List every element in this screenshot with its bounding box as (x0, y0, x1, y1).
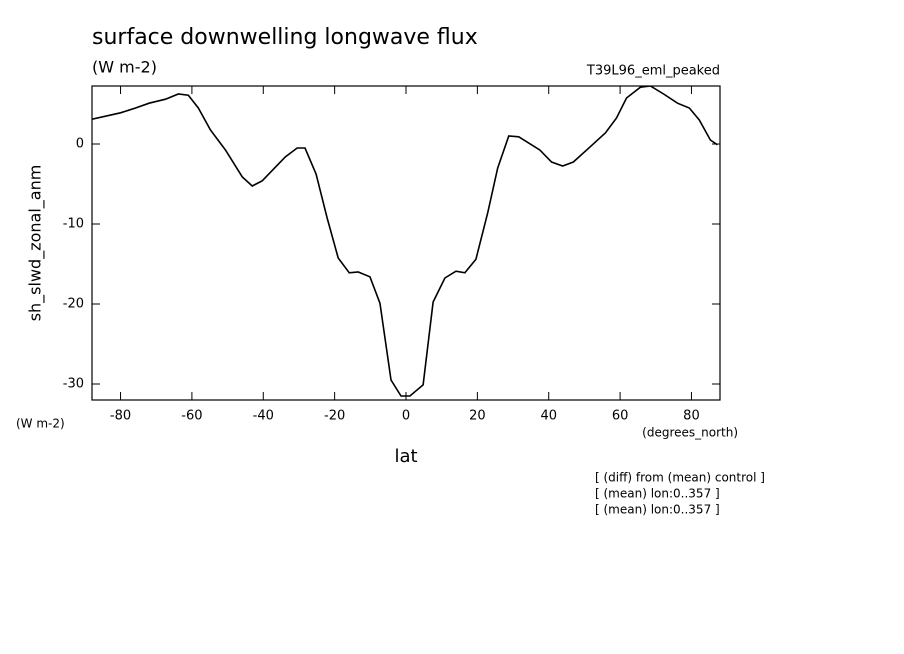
y-tick-label: -30 (63, 377, 84, 392)
x-tick-label: 40 (540, 409, 557, 424)
x-tick-label: -40 (253, 409, 274, 424)
y-tick-label: -10 (63, 217, 84, 232)
x-tick-label: 0 (402, 409, 410, 424)
data-line (92, 86, 718, 397)
x-tick-label: -60 (181, 409, 202, 424)
x-units: (degrees_north) (642, 426, 738, 440)
note: [ (mean) lon:0..357 ] (595, 487, 720, 501)
x-tick-label: 60 (612, 409, 629, 424)
chart-title: surface downwelling longwave flux (92, 25, 478, 50)
x-tick-label: 20 (469, 409, 486, 424)
note: [ (diff) from (mean) control ] (595, 471, 765, 485)
dataset-label: T39L96_eml_peaked (586, 64, 720, 79)
y-units: (W m-2) (16, 417, 65, 431)
chart-subtitle: (W m-2) (92, 58, 157, 77)
y-tick-label: 0 (76, 137, 84, 152)
x-axis-label: lat (394, 446, 417, 467)
plot-frame (91, 85, 721, 401)
y-axis-label: sh_slwd_zonal_anm (26, 165, 46, 322)
x-tick-label: -20 (324, 409, 345, 424)
note: [ (mean) lon:0..357 ] (595, 503, 720, 517)
x-tick-label: -80 (110, 409, 131, 424)
x-tick-label: 80 (683, 409, 700, 424)
y-tick-label: -20 (63, 297, 84, 312)
